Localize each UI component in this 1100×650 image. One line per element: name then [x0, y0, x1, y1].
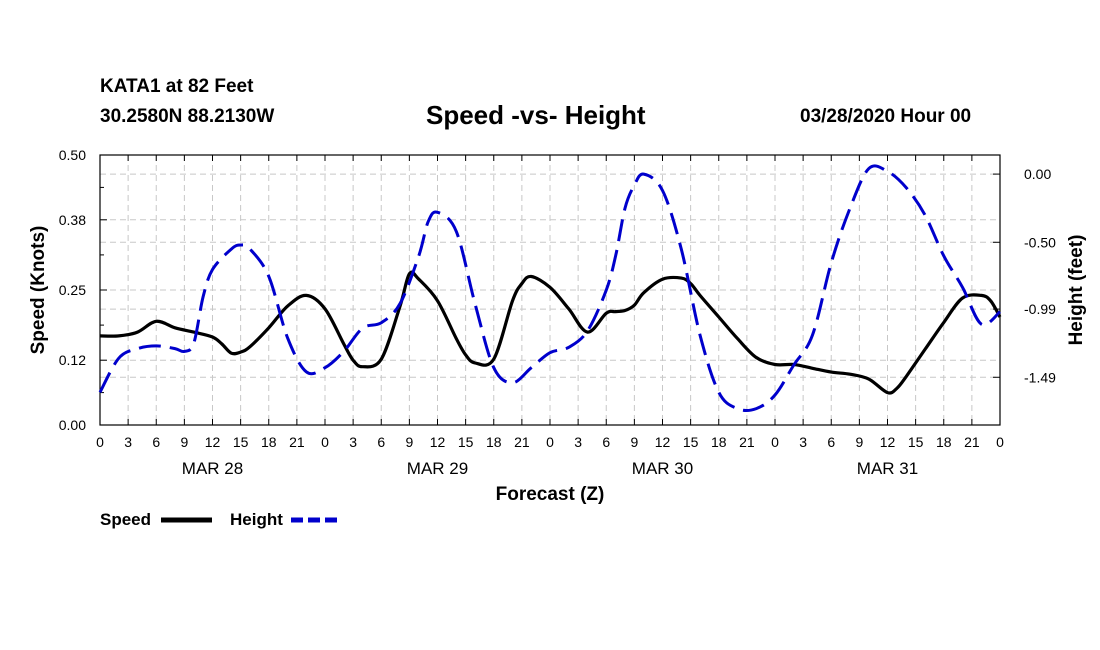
x-tick-label: 9 — [180, 434, 188, 450]
x-tick-label: 21 — [964, 434, 980, 450]
x-tick-label: 0 — [771, 434, 779, 450]
x-tick-label: 15 — [908, 434, 924, 450]
series-layer — [98, 164, 1002, 413]
y-left-tick-label: 0.25 — [59, 282, 86, 298]
x-tick-label: 15 — [233, 434, 249, 450]
series-line-height — [98, 164, 1001, 413]
x-axis: 0 3 6 9 12 15 18 21 0 3 6 9 12 15 18 21 0 3 6 9 12 15 18 21 0 3 6 9… — [96, 155, 1004, 478]
x-tick-label: 15 — [683, 434, 699, 450]
y-axis-right: 0.00 -0.50 -0.99 -1.49 — [993, 166, 1056, 385]
x-tick-label: 21 — [739, 434, 755, 450]
x-tick-label: 3 — [574, 434, 582, 450]
day-label: MAR 28 — [182, 459, 243, 478]
x-tick-label: 12 — [655, 434, 671, 450]
y-right-tick-label: 0.00 — [1024, 166, 1051, 182]
y-axis-left-label: Speed (Knots) — [28, 226, 49, 355]
y-left-tick-label: 0.38 — [59, 212, 86, 228]
series-line-speed — [99, 270, 1002, 395]
grid-lines — [100, 155, 1000, 425]
x-tick-label: 12 — [880, 434, 896, 450]
coordinates-label: 30.2580N 88.2130W — [100, 106, 275, 127]
y-right-tick-label: -1.49 — [1024, 369, 1056, 385]
x-tick-label: 12 — [205, 434, 221, 450]
chart-title: Speed -vs- Height — [426, 100, 646, 130]
x-tick-label: 18 — [936, 434, 952, 450]
x-tick-label: 3 — [349, 434, 357, 450]
x-tick-label: 15 — [458, 434, 474, 450]
x-tick-label: 9 — [630, 434, 638, 450]
day-label: MAR 31 — [857, 459, 918, 478]
legend-height-label: Height — [230, 510, 283, 529]
y-axis-left: 0.00 0.12 0.25 0.38 0.50 — [59, 147, 107, 433]
y-axis-right-label: Height (feet) — [1066, 235, 1087, 346]
forecast-datetime: 03/28/2020 Hour 00 — [800, 106, 972, 127]
x-tick-label: 21 — [289, 434, 305, 450]
y-right-tick-label: -0.99 — [1024, 301, 1056, 317]
day-label: MAR 29 — [407, 459, 468, 478]
x-tick-label: 0 — [546, 434, 554, 450]
y-left-tick-label: 0.50 — [59, 147, 86, 163]
y-left-tick-label: 0.00 — [59, 417, 86, 433]
x-tick-label: 9 — [405, 434, 413, 450]
station-label: KATA1 at 82 Feet — [100, 76, 254, 97]
y-left-tick-label: 0.12 — [59, 352, 86, 368]
y-right-tick-label: -0.50 — [1024, 234, 1056, 250]
x-tick-label: 6 — [827, 434, 835, 450]
x-axis-label: Forecast (Z) — [496, 484, 605, 505]
x-tick-label: 6 — [152, 434, 160, 450]
legend-speed-label: Speed — [100, 510, 151, 529]
x-tick-label: 18 — [486, 434, 502, 450]
x-tick-label: 12 — [430, 434, 446, 450]
x-tick-label: 3 — [124, 434, 132, 450]
x-tick-label: 3 — [799, 434, 807, 450]
x-tick-label: 0 — [96, 434, 104, 450]
x-tick-label: 6 — [377, 434, 385, 450]
x-tick-label: 6 — [602, 434, 610, 450]
x-tick-label: 9 — [855, 434, 863, 450]
legend: Speed Height — [100, 510, 342, 529]
x-tick-label: 0 — [996, 434, 1004, 450]
x-tick-label: 18 — [711, 434, 727, 450]
day-label: MAR 30 — [632, 459, 693, 478]
x-tick-label: 21 — [514, 434, 530, 450]
x-tick-label: 0 — [321, 434, 329, 450]
x-tick-label: 18 — [261, 434, 277, 450]
